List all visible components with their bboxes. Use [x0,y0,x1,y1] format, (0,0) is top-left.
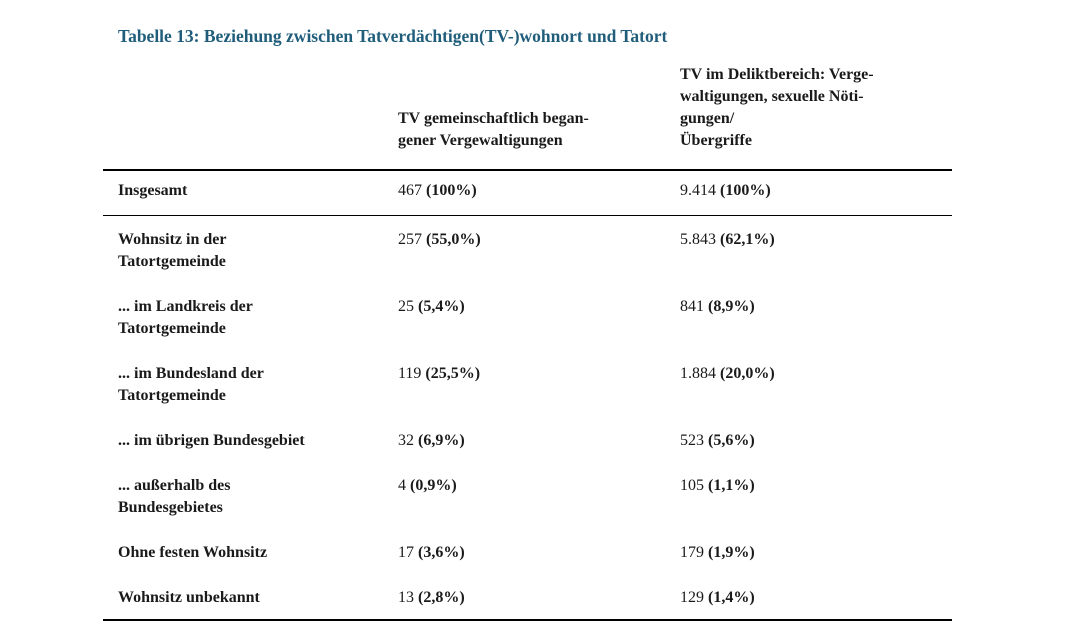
percent-value: (5,4%) [418,298,465,315]
percent-value: (0,9%) [410,477,457,494]
count-value: 119 [398,365,422,382]
row-value-col1: 119 (25,5%) [398,363,680,407]
row-value-col1: 13 (2,8%) [398,587,680,609]
count-value: 467 [398,181,422,199]
percent-value: (6,9%) [418,432,465,449]
row-value-col1: 32 (6,9%) [398,430,680,452]
table-caption: Tabelle 13: Beziehung zwischen Tatverdäc… [118,26,668,46]
table-row-total: Insgesamt 467 (100%) 9.414 (100%) [103,171,952,215]
horizontal-rule-bottom [103,619,952,621]
count-value: 179 [680,544,704,561]
horizontal-rule-top [103,169,952,171]
row-label: Insgesamt [118,181,188,199]
table-row: Wohnsitz in der Tatortgemeinde 257 (55,0%… [103,216,952,283]
percent-value: (1,4%) [708,589,755,606]
row-value-col2: 1.884 (20,0%) [680,363,952,407]
row-value-col2: 129 (1,4%) [680,587,952,609]
count-value: 32 [398,432,414,449]
horizontal-rule-mid [103,214,952,216]
row-value-col1: 17 (3,6%) [398,542,680,564]
percent-value: (100%) [720,181,771,199]
count-value: 257 [398,231,422,248]
percent-value: (5,6%) [708,432,755,449]
count-value: 1.884 [680,365,716,382]
count-value: 129 [680,589,704,606]
row-value-col2: 9.414 (100%) [680,180,952,202]
header-col-deliktbereich: TV im Deliktbereich: Verge- waltigungen,… [680,66,874,149]
percent-value: (8,9%) [708,298,755,315]
row-value-col2: 523 (5,6%) [680,430,952,452]
header-col-gemeinschaftlich: TV gemeinschaftlich began- gener Vergewa… [398,110,589,149]
count-value: 523 [680,432,704,449]
row-value-col1: 4 (0,9%) [398,475,680,519]
row-value-col1: 467 (100%) [398,180,680,202]
percent-value: (2,8%) [418,589,465,606]
table-row: ... im übrigen Bundesgebiet 32 (6,9%) 523 … [103,417,952,462]
row-label: ... im Landkreis der Tatortgemeinde [118,298,253,337]
row-value-col1: 257 (55,0%) [398,229,680,273]
row-value-col2: 179 (1,9%) [680,542,952,564]
table-row: Wohnsitz unbekannt 13 (2,8%) 129 (1,4%) [103,574,952,619]
row-value-col2: 841 (8,9%) [680,296,952,340]
count-value: 841 [680,298,704,315]
row-label: ... im Bundesland der Tatortgemeinde [118,365,264,404]
count-value: 17 [398,544,414,561]
table-row: ... im Bundesland der Tatortgemeinde 119 … [103,350,952,417]
table-body: Wohnsitz in der Tatortgemeinde 257 (55,0%… [103,216,952,619]
row-value-col2: 105 (1,1%) [680,475,952,519]
percent-value: (1,1%) [708,477,755,494]
count-value: 25 [398,298,414,315]
table-row: Ohne festen Wohnsitz 17 (3,6%) 179 (1,9%) [103,529,952,574]
count-value: 5.843 [680,231,716,248]
percent-value: (20,0%) [720,365,775,382]
table-row: ... im Landkreis der Tatortgemeinde 25 (5… [103,283,952,350]
percent-value: (62,1%) [720,231,775,248]
row-label: Ohne festen Wohnsitz [118,544,268,561]
row-label: ... im übrigen Bundesgebiet [118,432,305,449]
table-row: ... außerhalb des Bundesgebietes 4 (0,9%)… [103,462,952,529]
count-value: 105 [680,477,704,494]
table-header-row: TV gemeinschaftlich began- gener Vergewa… [103,46,952,169]
percent-value: (3,6%) [418,544,465,561]
percent-value: (100%) [426,181,477,199]
count-value: 4 [398,477,406,494]
row-label: Wohnsitz unbekannt [118,589,260,606]
row-label: Wohnsitz in der Tatortgemeinde [118,231,227,270]
data-table: TV gemeinschaftlich began- gener Vergewa… [103,46,952,621]
percent-value: (1,9%) [708,544,755,561]
row-value-col1: 25 (5,4%) [398,296,680,340]
percent-value: (25,5%) [425,365,481,382]
percent-value: (55,0%) [426,231,481,248]
row-value-col2: 5.843 (62,1%) [680,229,952,273]
row-label: ... außerhalb des Bundesgebietes [118,477,231,516]
count-value: 13 [398,589,414,606]
count-value: 9.414 [680,181,716,199]
